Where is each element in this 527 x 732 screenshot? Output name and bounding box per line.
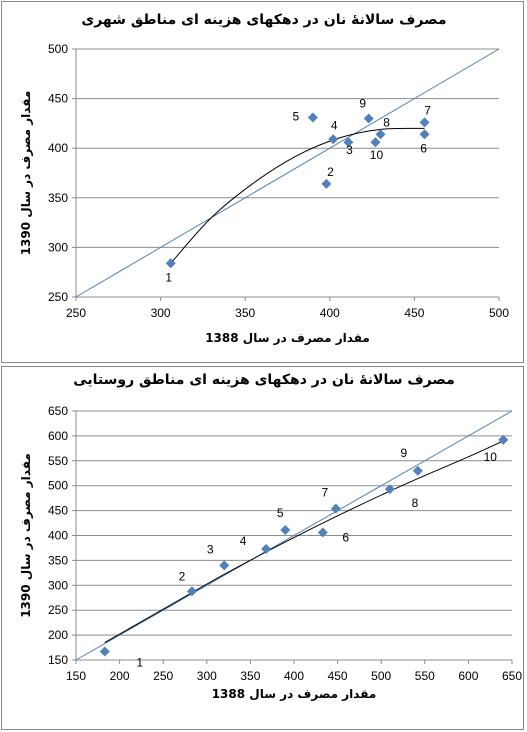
x-tick-label: 250 [66, 306, 86, 320]
y-axis-title: مقدار مصرف در سال 1390 [19, 91, 33, 256]
x-tick-label: 150 [66, 669, 86, 683]
y-tick-label: 150 [48, 653, 68, 667]
data-point [370, 137, 381, 148]
chart-title: مصرف سالانۀ نان در دهکهای هزینه ای مناطق… [81, 12, 446, 28]
y-tick-label: 350 [48, 553, 68, 567]
x-tick-label: 350 [235, 306, 255, 320]
data-point [498, 434, 509, 445]
y-tick-label: 450 [48, 504, 68, 518]
data-point-label: 3 [207, 542, 214, 556]
chart-urban: مصرف سالانۀ نان در دهکهای هزینه ای مناطق… [19, 12, 509, 345]
data-point-label: 2 [179, 569, 186, 583]
data-point-label: 6 [420, 141, 427, 155]
y-tick-label: 300 [48, 578, 68, 592]
data-point [419, 117, 430, 128]
data-point-label: 10 [484, 450, 498, 464]
y-tick-label: 600 [48, 429, 68, 443]
data-point-label: 9 [359, 96, 366, 110]
data-point-label: 3 [346, 143, 353, 157]
data-point-label: 1 [165, 270, 172, 284]
x-tick-label: 450 [404, 306, 424, 320]
data-point [363, 113, 374, 124]
data-point-label: 2 [327, 165, 334, 179]
reference-line [75, 410, 513, 661]
x-tick-label: 300 [151, 306, 171, 320]
data-point [321, 178, 332, 189]
data-point [384, 484, 395, 495]
data-point-label: 4 [240, 534, 247, 548]
data-point [219, 560, 230, 571]
chart-panel-rural: مصرف سالانۀ نان در دهکهای هزینه ای مناطق… [1, 366, 524, 730]
x-tick-label: 450 [328, 669, 348, 683]
data-point [317, 527, 328, 538]
y-tick-label: 650 [48, 404, 68, 418]
y-tick-label: 550 [48, 454, 68, 468]
data-point [343, 137, 354, 148]
data-point [412, 465, 423, 476]
data-point-label: 6 [342, 531, 349, 545]
x-tick-label: 600 [458, 669, 478, 683]
trend-line [104, 440, 504, 644]
chart-title: مصرف سالانۀ نان در دهکهای هزینه ای مناطق… [73, 372, 455, 388]
y-tick-label: 400 [48, 141, 68, 155]
data-point-label: 7 [322, 486, 329, 500]
reference-line [75, 48, 500, 298]
y-tick-label: 350 [48, 191, 68, 205]
data-point-label: 5 [293, 109, 300, 123]
chart-panel-urban: مصرف سالانۀ نان در دهکهای هزینه ای مناطق… [1, 1, 524, 363]
data-point [186, 586, 197, 597]
x-tick-label: 400 [284, 669, 304, 683]
data-point-label: 8 [383, 115, 390, 129]
x-tick-label: 200 [110, 669, 130, 683]
y-tick-label: 500 [48, 42, 68, 56]
y-tick-label: 450 [48, 92, 68, 106]
data-point [99, 646, 110, 657]
chart-rural: مصرف سالانۀ نان در دهکهای هزینه ای مناطق… [19, 372, 522, 701]
y-axis-title: مقدار مصرف در سال 1390 [19, 453, 33, 618]
y-tick-label: 500 [48, 479, 68, 493]
x-axis-title: مقدار مصرف در سال 1388 [212, 687, 377, 701]
x-axis-title: مقدار مصرف در سال 1388 [205, 331, 370, 345]
x-tick-label: 400 [320, 306, 340, 320]
x-tick-label: 650 [502, 669, 522, 683]
data-point [261, 543, 272, 554]
data-point [165, 258, 176, 269]
y-tick-label: 400 [48, 529, 68, 543]
x-tick-label: 500 [489, 306, 509, 320]
x-tick-label: 350 [240, 669, 260, 683]
y-tick-label: 300 [48, 240, 68, 254]
data-point [375, 129, 386, 140]
x-tick-label: 550 [415, 669, 435, 683]
data-point-label: 4 [331, 118, 338, 132]
x-tick-label: 300 [197, 669, 217, 683]
data-point [330, 503, 341, 514]
x-tick-label: 250 [153, 669, 173, 683]
data-point-label: 1 [136, 656, 143, 670]
y-tick-label: 250 [48, 290, 68, 304]
data-point-label: 5 [277, 506, 284, 520]
data-point [419, 129, 430, 140]
data-point-label: 10 [370, 148, 384, 162]
data-point-label: 8 [412, 496, 419, 510]
data-point [328, 134, 339, 145]
data-point [307, 112, 318, 123]
data-point-label: 9 [400, 446, 407, 460]
y-tick-label: 250 [48, 603, 68, 617]
data-point [280, 525, 291, 536]
x-tick-label: 500 [371, 669, 391, 683]
y-tick-label: 200 [48, 628, 68, 642]
data-point-label: 7 [424, 103, 431, 117]
